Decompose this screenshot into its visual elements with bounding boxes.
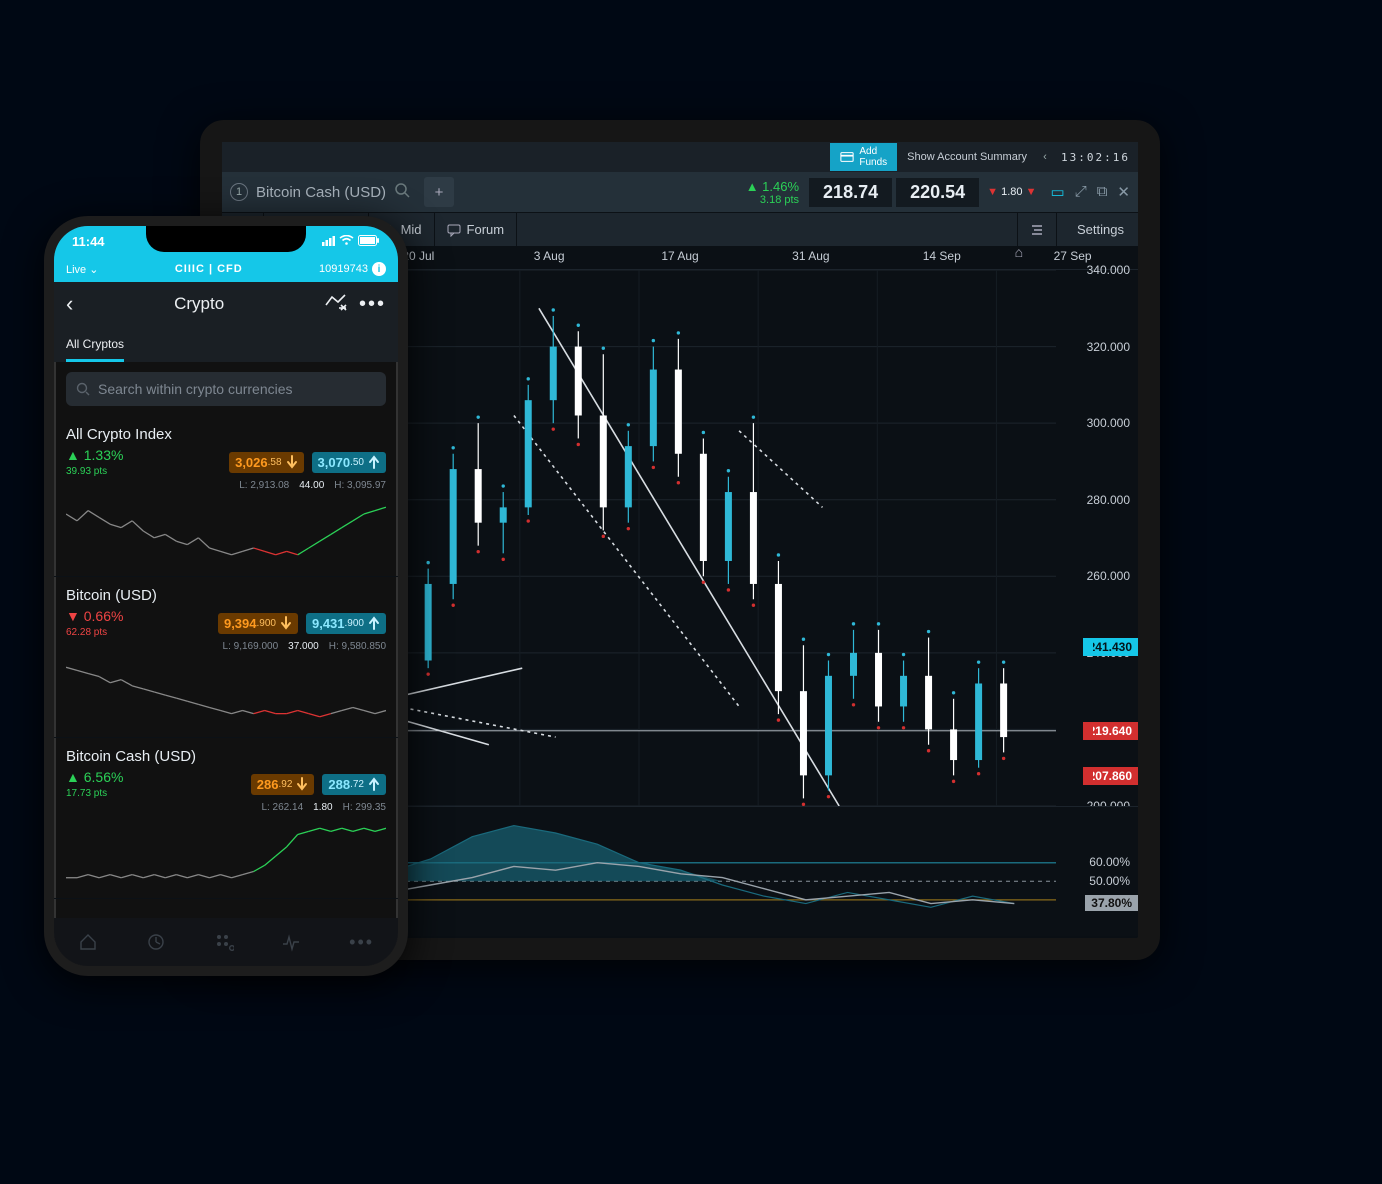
status-icons bbox=[322, 234, 380, 249]
chat-icon bbox=[447, 223, 461, 237]
card-change: ▲ 1.33% 39.93 pts bbox=[66, 447, 123, 477]
grid-icon[interactable] bbox=[214, 932, 234, 952]
card-change: ▼ 0.66% 62.28 pts bbox=[66, 608, 123, 638]
buy-button[interactable]: 9,431.900 bbox=[306, 613, 386, 634]
live-selector[interactable]: Live ⌄ bbox=[66, 263, 98, 276]
more-button[interactable]: ••• bbox=[359, 293, 386, 316]
price-axis: 200.000220.000240.000260.000280.000300.0… bbox=[1056, 270, 1138, 806]
more-icon[interactable]: ••• bbox=[349, 932, 374, 953]
change-pts: 3.18 pts bbox=[746, 194, 799, 206]
arrow-up-icon bbox=[368, 616, 380, 630]
info-icon: i bbox=[372, 262, 386, 276]
chart-titlebar: 1 Bitcoin Cash (USD) + ▲ 1.46% 3.18 pts … bbox=[222, 172, 1138, 212]
sparkline bbox=[66, 497, 386, 565]
close-icon[interactable]: ✕ bbox=[1117, 183, 1130, 201]
search-icon[interactable] bbox=[394, 182, 410, 202]
buy-button[interactable]: 288.72 bbox=[322, 774, 386, 795]
arrow-down-icon bbox=[280, 616, 292, 630]
add-funds-button[interactable]: Add Funds bbox=[830, 143, 897, 171]
card-ohlc: L: 262.141.80H: 299.35 bbox=[66, 802, 386, 813]
wifi-icon bbox=[339, 235, 354, 246]
ask-price[interactable]: 220.54 bbox=[896, 178, 979, 207]
search-input[interactable]: Search within crypto currencies bbox=[66, 372, 386, 406]
crypto-card[interactable]: Bitcoin (USD) ▼ 0.66% 62.28 pts 9,394.90… bbox=[54, 577, 398, 738]
add-funds-label: Add Funds bbox=[859, 146, 887, 168]
tab-all-cryptos[interactable]: All Cryptos bbox=[66, 337, 124, 362]
brand-label: CIIIC | CFD bbox=[175, 263, 243, 275]
phone-device: 11:44 Live ⌄ CIIIC | CFD 10919743i ‹ Cry… bbox=[44, 216, 408, 976]
settings-tool[interactable]: Settings bbox=[1057, 222, 1138, 237]
card-change: ▲ 6.56% 17.73 pts bbox=[66, 769, 123, 799]
status-time: 11:44 bbox=[72, 234, 105, 249]
account-summary-link[interactable]: Show Account Summary bbox=[907, 151, 1027, 163]
sparkline bbox=[66, 658, 386, 726]
phone-navrow: ‹ Crypto ••• bbox=[54, 282, 398, 326]
card-name: Bitcoin Cash (USD) bbox=[66, 748, 386, 765]
pulse-icon[interactable] bbox=[281, 932, 301, 952]
align-icon bbox=[1030, 223, 1044, 237]
arrow-down-icon bbox=[296, 777, 308, 791]
minimize-icon[interactable]: ▭ bbox=[1051, 183, 1065, 201]
sell-button[interactable]: 9,394.900 bbox=[218, 613, 298, 634]
chart-icon[interactable] bbox=[325, 293, 347, 316]
clock: 13:02:16 bbox=[1061, 151, 1130, 164]
clock-icon[interactable] bbox=[146, 932, 166, 952]
battery-icon bbox=[358, 235, 380, 246]
chevron-down-icon: ⌄ bbox=[89, 264, 98, 276]
spread: ▼ 1.80 ▼ bbox=[987, 186, 1036, 198]
global-topbar: Add Funds Show Account Summary ‹ 13:02:1… bbox=[222, 142, 1138, 172]
crypto-list: All Crypto Index ▲ 1.33% 39.93 pts 3,026… bbox=[54, 416, 398, 899]
signal-icon bbox=[322, 235, 336, 246]
phone-brandbar: Live ⌄ CIIIC | CFD 10919743i bbox=[54, 256, 398, 282]
chevron-left-icon[interactable]: ‹ bbox=[1037, 151, 1053, 163]
add-tab-button[interactable]: + bbox=[424, 177, 454, 207]
phone-tabbar: ••• bbox=[54, 918, 398, 966]
instrument-name[interactable]: Bitcoin Cash (USD) bbox=[256, 184, 386, 201]
sell-button[interactable]: 286.92 bbox=[251, 774, 315, 795]
arrow-up-icon bbox=[368, 455, 380, 469]
change-pct: 1.46% bbox=[762, 179, 799, 194]
sell-button[interactable]: 3,026.58 bbox=[229, 452, 303, 473]
tab-index-badge: 1 bbox=[230, 183, 248, 201]
crypto-card[interactable]: Bitcoin Cash (USD) ▲ 6.56% 17.73 pts 286… bbox=[54, 738, 398, 899]
card-ohlc: L: 9,169.00037.000H: 9,580.850 bbox=[66, 641, 386, 652]
popout-icon[interactable]: ⧉ bbox=[1097, 183, 1108, 201]
account-id[interactable]: 10919743i bbox=[319, 262, 386, 276]
crypto-card[interactable]: All Crypto Index ▲ 1.33% 39.93 pts 3,026… bbox=[54, 416, 398, 577]
card-ohlc: L: 2,913.0844.00H: 3,095.97 bbox=[66, 480, 386, 491]
bid-price[interactable]: 218.74 bbox=[809, 178, 892, 207]
window-buttons: ▭ ⤢ ⧉ ✕ bbox=[1051, 183, 1131, 201]
arrow-down-icon bbox=[286, 455, 298, 469]
align-tool[interactable] bbox=[1017, 213, 1057, 246]
expand-icon[interactable]: ⤢ bbox=[1075, 183, 1087, 201]
quote-change: ▲ 1.46% 3.18 pts bbox=[746, 179, 807, 206]
wallet-icon bbox=[840, 151, 854, 163]
card-name: All Crypto Index bbox=[66, 426, 386, 443]
oscillator-axis: 60.00%50.00%37.80% bbox=[1056, 807, 1138, 936]
back-button[interactable]: ‹ bbox=[66, 291, 73, 317]
home-icon[interactable] bbox=[78, 932, 98, 952]
card-name: Bitcoin (USD) bbox=[66, 587, 386, 604]
chart-marker-icon: ⌂ bbox=[1015, 244, 1023, 260]
forum-tool[interactable]: Forum bbox=[435, 213, 518, 246]
search-icon bbox=[76, 382, 90, 396]
buy-button[interactable]: 3,070.50 bbox=[312, 452, 386, 473]
page-title: Crypto bbox=[73, 294, 325, 314]
phone-notch bbox=[146, 226, 306, 252]
arrow-up-icon bbox=[368, 777, 380, 791]
sparkline bbox=[66, 819, 386, 887]
phone-tabs: All Cryptos bbox=[54, 326, 398, 362]
search-placeholder: Search within crypto currencies bbox=[98, 381, 293, 397]
